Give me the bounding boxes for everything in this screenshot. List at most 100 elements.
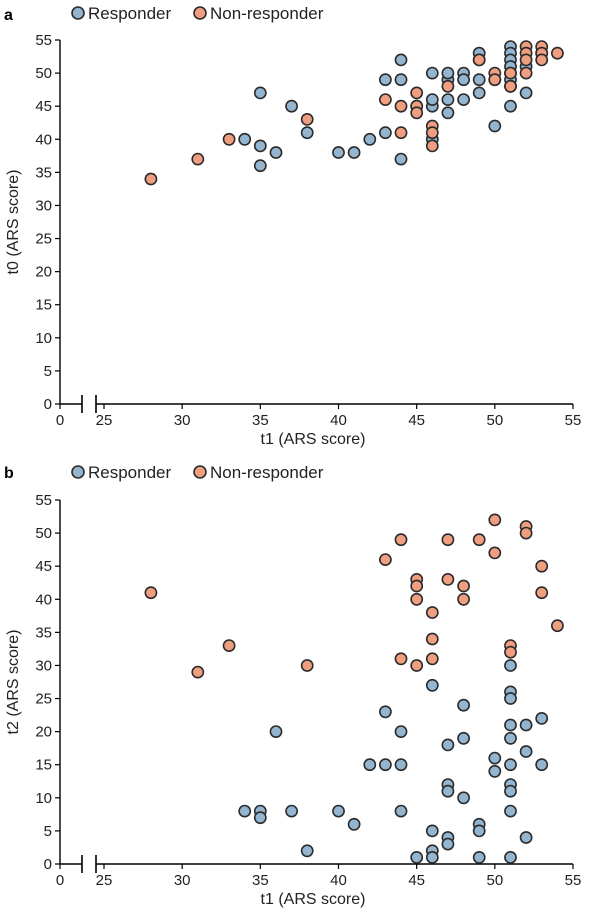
data-point-non-responder [394, 99, 408, 113]
data-point-responder [472, 73, 486, 87]
data-point-non-responder [519, 526, 533, 540]
data-point-responder [285, 804, 298, 818]
data-point-responder [472, 86, 486, 100]
data-point-non-responder [457, 592, 470, 606]
data-point-responder [332, 146, 345, 159]
series-non-responder [144, 40, 564, 186]
data-point-responder [394, 758, 408, 772]
data-point-non-responder [300, 113, 314, 126]
y-tick-label: 10 [35, 330, 52, 347]
data-point-responder [504, 851, 517, 864]
data-point-non-responder [394, 652, 408, 666]
data-point-non-responder [410, 106, 424, 120]
data-point-responder [441, 837, 455, 851]
series-responder [238, 40, 549, 173]
y-tick-label: 50 [35, 65, 52, 82]
data-point-responder [504, 804, 517, 818]
data-point-non-responder [410, 579, 424, 593]
data-point-responder [394, 804, 408, 818]
x-tick-label: 0 [56, 872, 64, 889]
data-point-responder [488, 119, 502, 133]
data-point-responder [394, 152, 408, 166]
y-tick-label: 35 [35, 164, 52, 181]
data-point-responder [238, 132, 252, 146]
data-point-responder [378, 705, 392, 719]
legend-label: Responder [88, 463, 172, 482]
x-tick-label: 0 [56, 412, 64, 429]
x-axis-title: t1 (ARS score) [261, 431, 366, 448]
data-point-responder [519, 831, 533, 844]
data-point-responder [425, 66, 439, 80]
y-tick-label: 20 [35, 264, 52, 281]
data-point-responder [504, 758, 517, 772]
data-point-responder [425, 678, 439, 692]
legend-label: Responder [88, 4, 172, 23]
series-responder [238, 659, 549, 864]
legend-label: Non-responder [210, 4, 324, 23]
data-point-non-responder [144, 586, 158, 600]
data-point-responder [504, 692, 517, 705]
data-point-responder [519, 718, 533, 732]
x-tick-label: 55 [565, 872, 582, 889]
data-point-non-responder [425, 652, 439, 666]
data-point-responder [363, 132, 377, 146]
legend-marker-non-responder [193, 465, 207, 479]
x-tick-label: 30 [174, 412, 191, 429]
data-point-non-responder [222, 639, 236, 652]
data-point-responder [363, 758, 377, 772]
data-point-responder [441, 784, 455, 798]
data-point-responder [238, 804, 252, 818]
data-point-non-responder [425, 632, 439, 646]
x-axis-title: t1 (ARS score) [261, 891, 366, 908]
data-point-responder [441, 66, 455, 80]
data-point-responder [394, 53, 408, 67]
data-point-responder [425, 824, 439, 838]
data-point-responder [410, 851, 424, 864]
data-point-responder [378, 73, 392, 87]
data-point-responder [457, 731, 470, 745]
data-point-responder [457, 791, 470, 805]
chart-panel-b: b Responder Non-responder 0 5 10 15 20 25 30 35 40 4… [4, 463, 581, 908]
y-tick-label: 30 [35, 657, 52, 674]
data-point-non-responder [222, 132, 236, 146]
data-point-responder [504, 784, 517, 798]
y-tick-label: 45 [35, 98, 52, 115]
y-tick-label: 20 [35, 724, 52, 741]
y-tick-label: 35 [35, 624, 52, 641]
chart-panel-a: a Responder Non-responder 0 5 10 15 20 25 30 35 40 4… [4, 4, 581, 448]
y-tick-label: 55 [35, 32, 52, 49]
x-tick-label: 35 [252, 872, 269, 889]
data-point-responder [472, 851, 486, 864]
data-point-non-responder [535, 53, 549, 67]
data-point-non-responder [394, 126, 408, 140]
y-tick-label: 25 [35, 231, 52, 248]
data-point-responder [472, 824, 486, 838]
legend-marker-non-responder [193, 6, 207, 20]
data-point-responder [253, 86, 267, 100]
data-point-non-responder [441, 79, 455, 93]
data-point-non-responder [425, 126, 439, 140]
data-point-non-responder [425, 139, 439, 153]
y-tick-label: 55 [35, 492, 52, 509]
data-point-non-responder [300, 659, 314, 672]
data-point-responder [425, 93, 439, 106]
data-point-responder [535, 712, 549, 725]
x-tick-label: 40 [330, 872, 347, 889]
x-tick-label: 40 [330, 412, 347, 429]
data-point-responder [535, 758, 549, 772]
data-point-responder [378, 126, 392, 140]
data-point-non-responder [504, 79, 517, 93]
data-point-responder [394, 73, 408, 87]
data-point-responder [504, 731, 517, 745]
data-point-responder [425, 851, 439, 864]
data-point-responder [300, 844, 314, 858]
data-point-non-responder [504, 645, 517, 659]
data-point-non-responder [425, 606, 439, 619]
y-tick-label: 15 [35, 297, 52, 314]
data-point-non-responder [488, 73, 502, 87]
data-point-non-responder [472, 53, 486, 67]
y-tick-label: 5 [44, 823, 52, 840]
data-point-responder [519, 86, 533, 100]
y-tick-label: 45 [35, 558, 52, 575]
